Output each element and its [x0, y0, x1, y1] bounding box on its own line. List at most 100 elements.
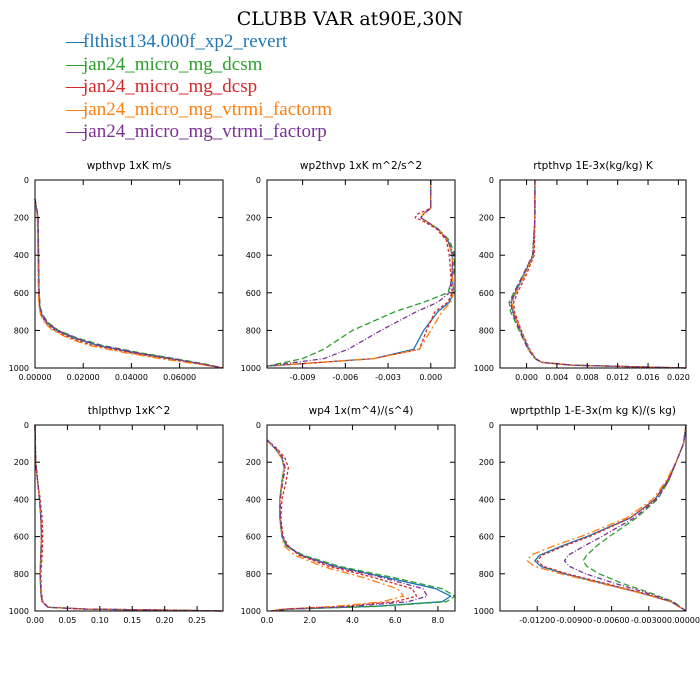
legend: —flthist134.000f_xp2_revert —jan24_micro…	[66, 31, 332, 144]
series-line	[34, 424, 224, 612]
y-tick-label: 600	[479, 533, 494, 542]
x-tick-label: 2.0	[303, 616, 316, 625]
y-tick-label: 400	[479, 251, 494, 260]
legend-label: jan24_micro_mg_dcsm	[83, 53, 263, 75]
legend-item: —jan24_micro_mg_vtrmi_factorp	[66, 121, 332, 144]
y-tick-label: 0	[256, 176, 261, 185]
x-tick-label: 4.0	[346, 616, 359, 625]
y-tick-label: 600	[246, 533, 261, 542]
panel-title: wp4 1x(m^4)/(s^4)	[309, 405, 414, 417]
series-line	[266, 180, 456, 367]
series-line	[266, 439, 418, 612]
y-tick-label: 800	[246, 326, 261, 335]
x-tick-label: -0.00600	[594, 616, 630, 625]
y-tick-label: 0	[489, 421, 494, 430]
panel-title: thlpthvp 1xK^2	[88, 405, 171, 417]
y-tick-label: 600	[246, 289, 261, 298]
x-tick-label: 0.06000	[163, 373, 196, 382]
x-tick-label: 0.10	[91, 616, 109, 625]
series-line	[508, 180, 687, 369]
series-line	[534, 424, 687, 612]
panel-title: wprtpthlp 1-E-3x(m kg K)/(s kg)	[510, 405, 676, 417]
series-line	[266, 180, 455, 367]
y-tick-label: 1000	[474, 364, 494, 373]
y-tick-label: 400	[14, 251, 29, 260]
series-line	[34, 424, 224, 612]
plot-frame	[34, 424, 224, 612]
x-tick-label: 6.0	[389, 616, 402, 625]
legend-swatch: —	[66, 121, 85, 142]
x-tick-label: -0.01200	[519, 616, 555, 625]
y-tick-label: 400	[479, 495, 494, 504]
plot-frame	[499, 179, 687, 369]
y-tick-label: 0	[24, 421, 29, 430]
x-tick-label: -0.006	[332, 373, 358, 382]
series-line	[34, 198, 224, 369]
x-tick-label: -0.00900	[556, 616, 592, 625]
series-line	[266, 439, 452, 612]
y-tick-label: 800	[479, 326, 494, 335]
y-tick-label: 0	[256, 421, 261, 430]
legend-item: —flthist134.000f_xp2_revert	[66, 31, 332, 54]
y-tick-label: 200	[479, 458, 494, 467]
y-tick-label: 0	[24, 176, 29, 185]
plot-frame	[266, 424, 456, 612]
series-line	[513, 180, 687, 369]
series-line	[266, 180, 453, 367]
legend-item: —jan24_micro_mg_dcsp	[66, 76, 332, 99]
x-tick-label: -0.00300	[631, 616, 667, 625]
x-tick-label: 0.25	[188, 616, 206, 625]
series-line	[34, 424, 224, 612]
legend-swatch: —	[66, 53, 85, 75]
series-line	[34, 198, 224, 369]
legend-item: —jan24_micro_mg_dcsm	[66, 54, 332, 77]
y-tick-label: 200	[14, 214, 29, 223]
x-tick-label: 0.008	[576, 373, 599, 382]
series-line	[34, 198, 224, 369]
y-tick-label: 800	[246, 570, 261, 579]
x-tick-label: 0.04000	[115, 373, 148, 382]
x-tick-label: 0.00000	[18, 373, 51, 382]
legend-item: —jan24_micro_mg_vtrmi_factorm	[66, 99, 332, 122]
y-tick-label: 1000	[241, 607, 261, 616]
series-line	[34, 424, 224, 612]
series-line	[526, 424, 687, 612]
plot-frame	[499, 424, 687, 612]
series-line	[266, 180, 455, 367]
series-line	[266, 439, 405, 612]
y-tick-label: 1000	[9, 607, 29, 616]
y-tick-label: 800	[14, 326, 29, 335]
x-tick-label: 0.02000	[67, 373, 100, 382]
x-tick-label: -0.009	[290, 373, 316, 382]
x-tick-label: 0.000	[419, 373, 442, 382]
x-tick-label: 0.004	[545, 373, 568, 382]
panel-title: wpthvp 1xK m/s	[87, 160, 172, 172]
panel-title: wp2thvp 1xK m^2/s^2	[300, 160, 422, 172]
y-tick-label: 400	[14, 495, 29, 504]
x-tick-label: 0.020	[667, 373, 690, 382]
y-tick-label: 200	[479, 214, 494, 223]
series-line	[511, 180, 687, 369]
y-tick-label: 600	[14, 533, 29, 542]
x-tick-label: 0.15	[123, 616, 141, 625]
series-line	[34, 198, 224, 369]
y-tick-label: 0	[489, 176, 494, 185]
series-line	[509, 180, 687, 369]
series-line	[582, 424, 687, 612]
y-tick-label: 200	[14, 458, 29, 467]
y-tick-label: 600	[14, 289, 29, 298]
x-tick-label: 0.0	[261, 616, 274, 625]
series-line	[266, 180, 455, 367]
legend-label: jan24_micro_mg_vtrmi_factorm	[83, 98, 333, 120]
legend-label: flthist134.000f_xp2_revert	[83, 31, 288, 52]
x-tick-label: 8.0	[432, 616, 445, 625]
y-tick-label: 200	[246, 458, 261, 467]
y-tick-label: 400	[246, 495, 261, 504]
y-tick-label: 600	[479, 289, 494, 298]
series-line	[266, 439, 456, 612]
plot-frame	[34, 179, 224, 369]
y-tick-label: 1000	[241, 364, 261, 373]
x-tick-label: 0.20	[156, 616, 174, 625]
